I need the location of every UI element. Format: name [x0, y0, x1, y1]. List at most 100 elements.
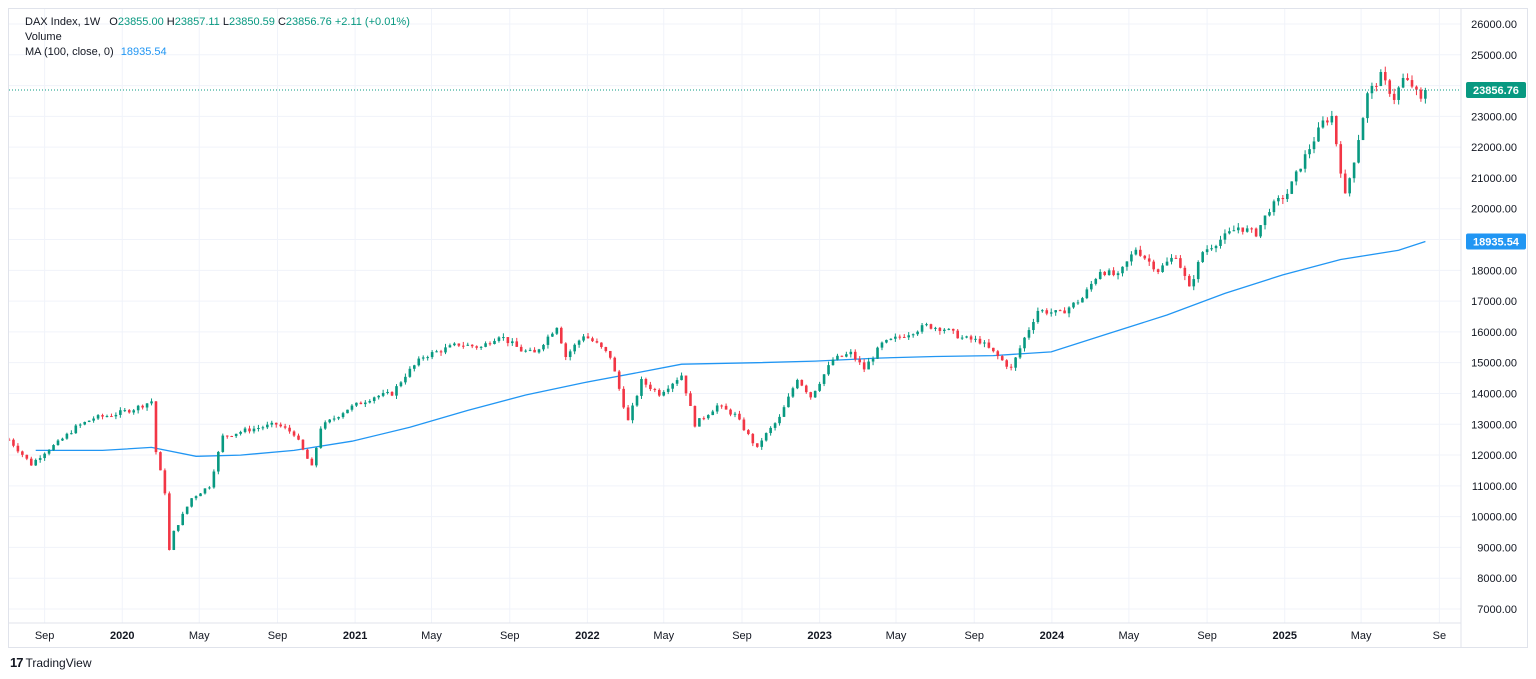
candle-body: [894, 336, 897, 339]
candle-body: [12, 439, 15, 446]
candle-body: [586, 336, 590, 339]
candle-body: [1005, 360, 1008, 367]
candle-body: [791, 388, 795, 397]
candle-body: [929, 324, 933, 329]
candle-body: [889, 338, 893, 340]
candle-body: [1076, 302, 1080, 304]
candle-body: [1343, 173, 1347, 194]
candle-body: [693, 405, 697, 427]
x-tick-label: May: [1351, 630, 1372, 642]
y-tick-label: 26000.00: [1471, 19, 1517, 31]
candle-body: [21, 451, 24, 455]
candlestick-chart[interactable]: 7000.00 8000.00 9000.00 10000.00 11000.00 120…: [9, 9, 1527, 647]
candle-body: [252, 428, 256, 432]
price-axis[interactable]: 7000.00 8000.00 9000.00 10000.00 11000.00 120…: [1471, 19, 1517, 616]
candle-body: [813, 390, 817, 398]
candle-body: [1009, 366, 1013, 368]
y-tick-label: 11000.00: [1472, 481, 1517, 493]
candle-body: [1116, 273, 1120, 276]
candle-body: [1228, 231, 1231, 234]
ma-label[interactable]: MA (100, close, 0): [25, 46, 114, 58]
candle-body: [1361, 118, 1365, 141]
x-tick-label: May: [1118, 630, 1139, 642]
candle-body: [537, 349, 541, 353]
candle-body: [1067, 307, 1071, 314]
candle-body: [453, 343, 456, 346]
candle-body: [1205, 249, 1209, 253]
candle-body: [408, 368, 412, 377]
candle-body: [715, 405, 719, 412]
candle-body: [1326, 120, 1329, 123]
candle-body: [680, 375, 683, 381]
candle-body: [1161, 265, 1164, 272]
candle-body: [288, 427, 291, 432]
candle-body: [141, 405, 144, 408]
candle-body: [840, 355, 844, 357]
candle-body: [16, 445, 20, 452]
close-label: C: [277, 16, 286, 28]
candle-body: [742, 419, 746, 431]
candle-body: [1130, 254, 1133, 262]
high-label: H: [166, 16, 175, 28]
y-tick-label: 7000.00: [1477, 604, 1517, 616]
x-tick-label: May: [653, 630, 674, 642]
candle-body: [822, 374, 826, 384]
y-tick-label: 14000.00: [1471, 388, 1517, 400]
ma-legend[interactable]: MA (100, close, 0) 18935.54: [25, 46, 167, 58]
candle-body: [372, 397, 376, 402]
candle-body: [1334, 115, 1338, 145]
candle-body: [261, 427, 265, 429]
ohlc-legend[interactable]: DAX Index, 1W O23855.00 H23857.11 L23850…: [25, 16, 410, 28]
candle-body: [176, 525, 180, 531]
candle-body: [635, 395, 639, 406]
tradingview-logo-icon: 17: [10, 655, 24, 670]
candle-body: [488, 343, 492, 345]
candle-body: [1081, 298, 1084, 303]
candle-body: [1401, 77, 1405, 88]
candle-body: [831, 359, 835, 366]
candle-body: [778, 416, 781, 424]
candle-body: [1049, 312, 1053, 314]
candle-body: [653, 389, 657, 391]
candle-body: [1072, 302, 1075, 308]
y-tick-label: 18000.00: [1471, 265, 1517, 277]
candle-body: [368, 401, 372, 403]
candle-body: [413, 365, 416, 369]
candle-body: [257, 427, 260, 429]
candle-body: [319, 428, 323, 448]
candle-body: [747, 430, 750, 434]
candle-body: [1357, 140, 1360, 163]
candle-body: [435, 351, 438, 353]
volume-legend[interactable]: Volume: [25, 31, 62, 43]
tradingview-brand[interactable]: 17 TradingView: [10, 655, 92, 670]
candle-body: [1352, 162, 1356, 179]
candle-body: [1219, 239, 1222, 246]
volume-label[interactable]: Volume: [25, 31, 62, 43]
close-value: 23856.76: [285, 16, 332, 28]
candle-body: [1308, 149, 1311, 155]
candle-body: [1054, 310, 1057, 313]
candle-body: [475, 346, 478, 348]
candle-body: [38, 458, 42, 460]
candle-body: [1112, 270, 1115, 276]
candle-body: [194, 496, 198, 499]
x-tick-label: May: [421, 630, 442, 642]
candle-body: [208, 487, 211, 489]
candle-body: [470, 344, 474, 347]
candle-body: [110, 416, 113, 418]
candle-body: [1139, 249, 1142, 256]
candle-body: [497, 337, 501, 341]
candle-body: [1348, 178, 1351, 194]
time-axis[interactable]: Sep 2020 May Sep 2021 May Sep 2022 May Sep 2023 May…: [35, 630, 1446, 642]
y-tick-label: 15000.00: [1471, 358, 1517, 370]
candle-body: [1268, 212, 1271, 216]
candle-body: [564, 343, 568, 358]
candle-body: [29, 458, 33, 466]
candle-body: [551, 333, 554, 337]
candle-body: [52, 445, 55, 451]
candle-body: [515, 341, 519, 347]
candle-body: [573, 344, 576, 352]
candle-body: [323, 422, 327, 429]
symbol-label[interactable]: DAX Index, 1W: [25, 16, 101, 28]
candle-body: [1263, 215, 1267, 226]
